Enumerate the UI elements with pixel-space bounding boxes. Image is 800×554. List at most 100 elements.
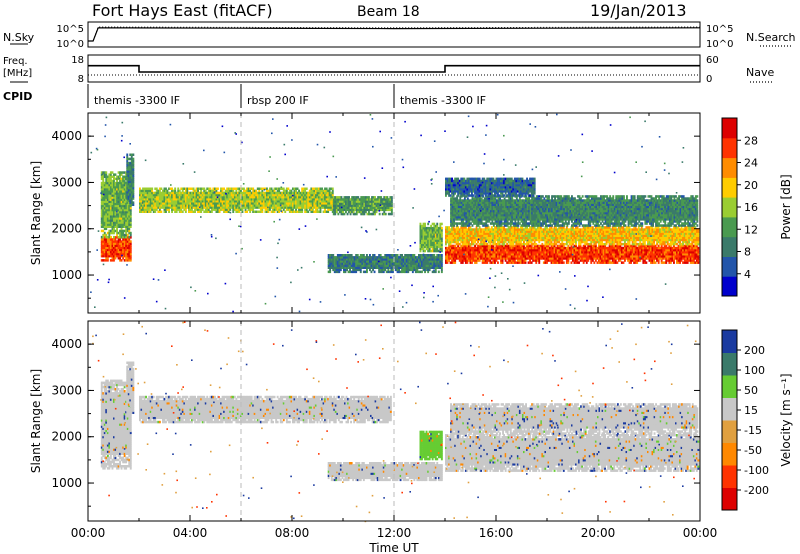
power-cell (126, 163, 129, 167)
power-cell (308, 195, 311, 199)
power-cell (111, 183, 114, 187)
power-cell (358, 204, 361, 207)
power-cell (327, 210, 330, 213)
power-cell (102, 229, 105, 233)
power-cell (367, 258, 370, 261)
power-cell (541, 253, 544, 256)
power-cell (474, 238, 476, 242)
power-cell (259, 204, 262, 207)
power-cell (106, 219, 109, 222)
power-cell (398, 258, 400, 261)
power-cell (290, 210, 293, 213)
power-cell (132, 191, 135, 194)
power-cell (331, 200, 334, 203)
power-cell (677, 253, 680, 256)
power-cell (117, 183, 120, 187)
power-cell (591, 251, 594, 254)
power-cell (350, 262, 353, 265)
power-cell (401, 258, 403, 261)
power-cell (102, 246, 105, 250)
power-cell (207, 204, 210, 207)
power-cell (258, 193, 261, 197)
power-cell (106, 238, 109, 241)
power-cell (475, 246, 478, 250)
power-cell (126, 217, 129, 220)
power-cell (313, 195, 316, 199)
power-cell (227, 191, 230, 195)
power-cell (224, 206, 227, 209)
power-cell (486, 261, 489, 264)
power-cell (434, 268, 437, 272)
power-cell (642, 246, 645, 250)
power-cell (203, 204, 206, 207)
power-cell (189, 202, 192, 205)
power-cell (549, 259, 551, 262)
power-cell (299, 206, 302, 209)
power-cell (129, 170, 132, 173)
cpid-segment-label: themis -3300 IF (94, 94, 180, 107)
power-cell (510, 244, 513, 248)
power-cell (697, 248, 700, 252)
power-cell (492, 251, 495, 254)
power-cell (622, 246, 625, 250)
power-cell (628, 257, 631, 260)
power-cell (449, 253, 452, 256)
power-cell (262, 187, 265, 190)
power-cell (679, 251, 681, 254)
power-cell (313, 187, 316, 190)
power-cell (598, 255, 600, 258)
power-cell (471, 261, 473, 264)
power-cell (343, 200, 346, 203)
power-cell (383, 206, 386, 209)
power-cell (452, 240, 455, 244)
power-cell (218, 210, 221, 213)
power-cell (301, 189, 304, 193)
power-cell (171, 210, 173, 213)
power-cell (105, 215, 108, 218)
power-cell (116, 183, 118, 187)
power-cell (396, 254, 399, 257)
power-cell (106, 250, 109, 254)
power-cell (102, 252, 105, 256)
power-cell (576, 253, 579, 256)
power-cell (552, 244, 554, 248)
power-cell (180, 210, 183, 213)
power-cell (307, 195, 310, 199)
power-cell (472, 253, 475, 256)
power-cell (624, 251, 626, 254)
power-cell (329, 256, 332, 259)
power-cell (129, 203, 132, 206)
power-cell (253, 191, 256, 195)
power-cell (546, 255, 548, 258)
power-cell (376, 266, 379, 269)
power-cell (367, 266, 370, 269)
power-cell (572, 255, 574, 258)
power-cell (172, 206, 175, 209)
power-cell (377, 200, 380, 203)
power-cell (154, 210, 157, 213)
power-cell (439, 249, 442, 253)
power-cell (384, 260, 387, 263)
power-cell (109, 192, 112, 195)
power-cell (229, 189, 232, 193)
power-cell (109, 196, 112, 199)
power-cell (433, 270, 436, 274)
power-cell (311, 187, 314, 190)
power-cell (130, 166, 133, 169)
power-cell (408, 260, 411, 263)
power-cell (126, 186, 129, 190)
power-cell (352, 262, 355, 265)
power-cell (337, 202, 340, 205)
power-cell (396, 270, 399, 274)
noise-right-tick-top: 10^5 (706, 24, 733, 35)
power-cell (676, 248, 678, 252)
power-cell (362, 264, 365, 267)
power-cell (108, 190, 111, 193)
power-cell (503, 257, 505, 260)
power-cell (460, 248, 463, 252)
power-cell (422, 226, 425, 230)
power-cell (683, 259, 686, 262)
power-cell (126, 174, 129, 177)
power-cell (111, 192, 114, 195)
power-cell (181, 191, 184, 195)
